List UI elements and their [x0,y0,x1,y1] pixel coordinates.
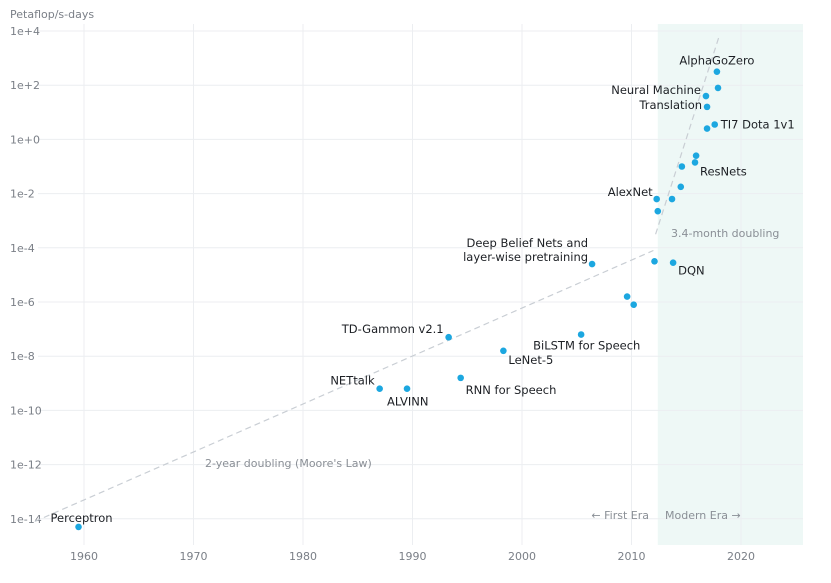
y-tick-label: 1e-2 [10,188,35,201]
data-point [691,159,699,166]
y-tick-label: 1e+4 [10,25,40,38]
data-point [651,258,658,265]
data-point [653,195,660,203]
data-point [677,183,685,191]
y-tick-label: 1e-12 [10,459,42,472]
x-tick-label: 2010 [618,550,646,563]
annotation-text: 2-year doubling (Moore's Law) [205,457,372,470]
point-label: Neural Machine [611,83,701,97]
trend-line [655,36,720,235]
x-tick-label: 1970 [180,550,208,563]
point-label: NETtalk [330,374,375,388]
point-label: Translation [638,98,702,112]
data-point [457,374,464,382]
trend-lines [34,36,720,523]
data-point [376,385,383,393]
y-tick-label: 1e+2 [10,79,40,92]
data-point [75,523,82,531]
data-point [714,84,722,92]
point-label: TI7 Dota 1v1 [720,117,795,131]
point-label: ResNets [700,164,747,178]
y-axis-title: Petaflop/s-days [10,8,94,21]
data-point [702,92,710,100]
data-point [713,68,721,75]
point-label: RNN for Speech [466,383,557,397]
data-point [711,121,719,128]
data-point [500,347,507,355]
data-point [669,259,677,267]
point-label: LeNet-5 [508,353,553,367]
annotation-text: Modern Era → [665,509,741,522]
data-points [75,68,722,531]
annotation-text: 3.4-month doubling [671,227,779,240]
point-label: AlexNet [608,185,653,199]
x-tick-label: 2000 [508,550,536,563]
data-point [668,195,676,203]
point-label: Deep Belief Nets and layer-wise pretraini… [463,236,588,264]
data-point [678,163,686,170]
x-tick-labels: 1960 1970 1980 1990 2000 2010 2020 [70,550,755,563]
point-label-line: Deep Belief Nets and [467,236,589,250]
point-label: ALVINN [387,395,428,409]
data-point [403,385,411,393]
point-label: TD-Gammon v2.1 [341,322,444,336]
trend-line [34,249,654,523]
point-label: DQN [678,264,705,278]
point-labels: Perceptron NETtalk ALVINN TD-Gammon v2.1 RNN… [51,54,795,525]
y-tick-label: 1e-8 [10,350,35,363]
data-point [445,333,452,341]
x-tick-label: 1980 [289,550,317,563]
data-point [630,301,637,309]
data-point [692,152,700,159]
y-tick-labels: 1e+4 1e+2 1e+0 1e-2 1e-4 1e-6 1e-8 1e-10 1e-12 1e… [10,25,42,526]
y-tick-label: 1e-10 [10,404,42,417]
data-point [703,103,711,111]
data-point [577,331,585,338]
point-label: AlphaGoZero [679,54,754,68]
modern-era-band [657,24,803,545]
data-point [588,260,596,268]
y-tick-label: 1e+0 [10,133,40,146]
y-tick-label: 1e-14 [10,513,42,526]
y-tick-label: 1e-4 [10,242,35,255]
annotation-text: ← First Era [591,509,649,522]
point-label: Perceptron [51,511,113,525]
data-point [703,125,711,132]
x-tick-label: 1990 [399,550,427,563]
annotations: 2-year doubling (Moore's Law) 3.4-month d… [205,227,779,522]
x-tick-label: 1960 [70,550,98,563]
y-tick-label: 1e-6 [10,296,35,309]
data-point [623,293,631,300]
point-label: BiLSTM for Speech [533,339,640,353]
data-point [654,207,662,215]
x-tick-label: 2020 [727,550,755,563]
point-label-line: layer-wise pretraining [463,250,588,264]
